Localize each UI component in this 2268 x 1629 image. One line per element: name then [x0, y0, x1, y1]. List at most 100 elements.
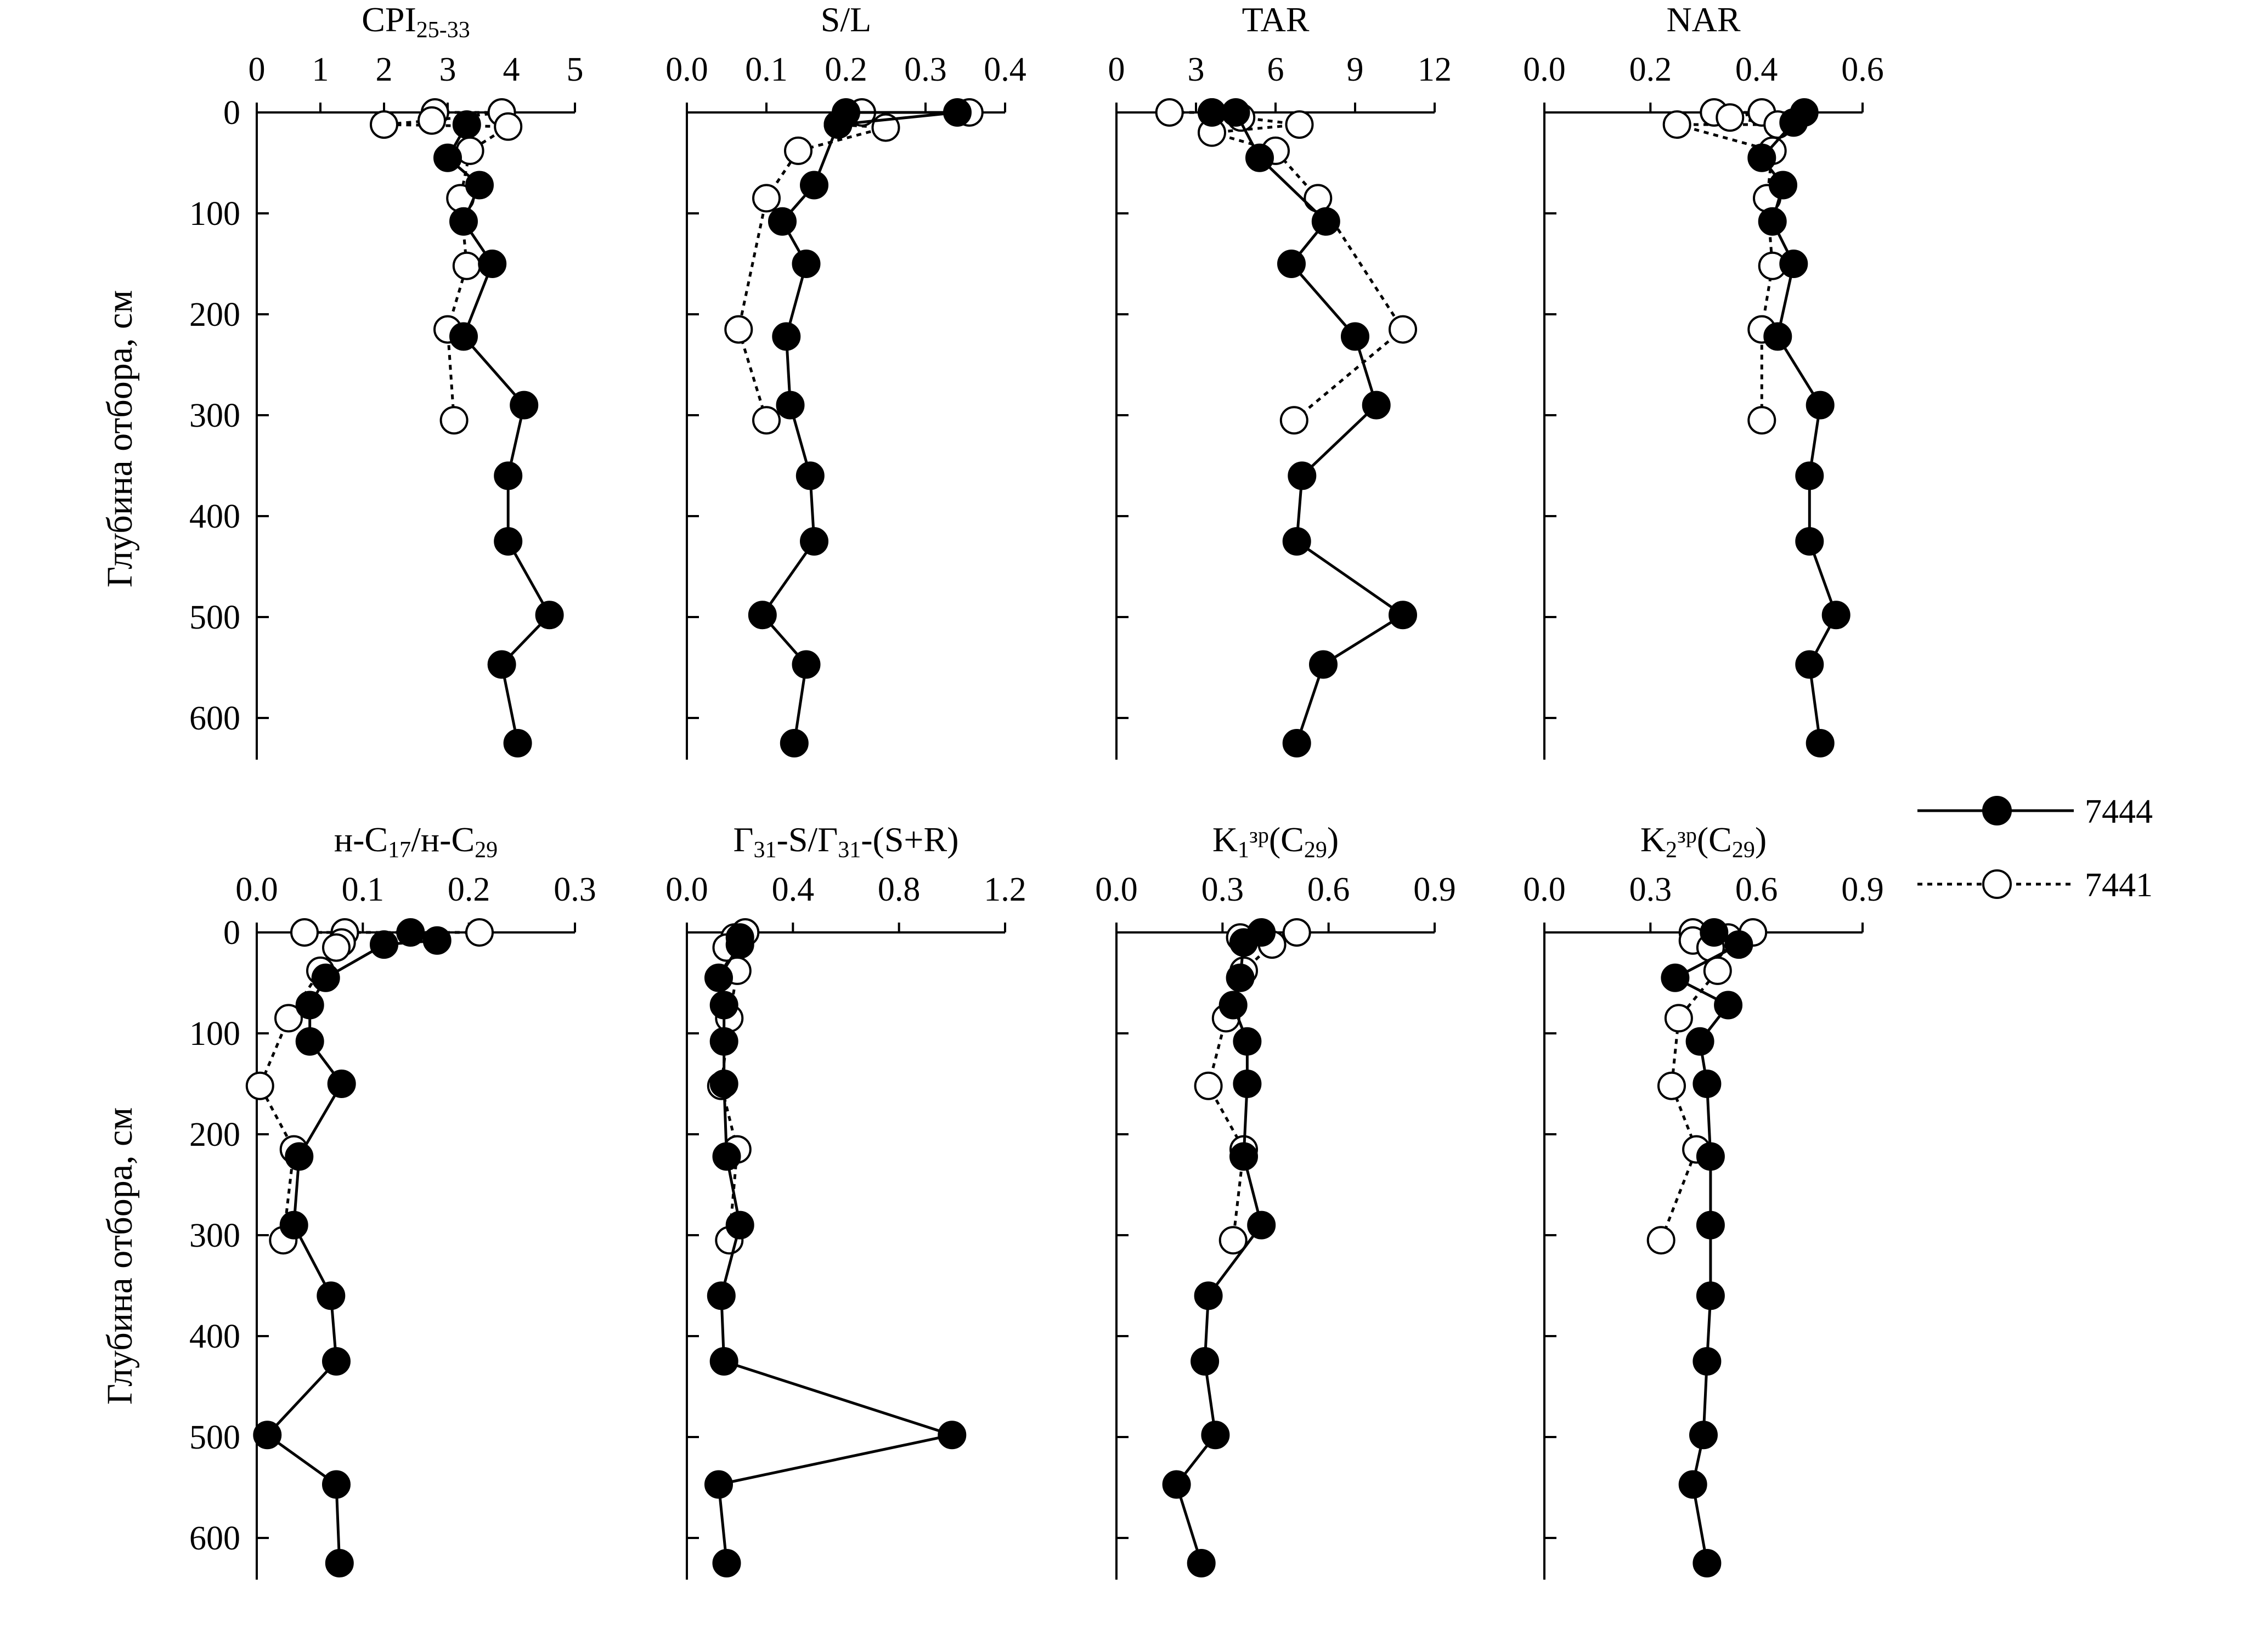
data-point-7444	[1689, 1421, 1718, 1450]
data-point-7444	[1277, 250, 1306, 278]
data-point-7444	[1696, 1281, 1725, 1310]
y-tick-label: 300	[189, 1217, 240, 1254]
panel-4: 0.0 0.2 0.4 0.6 NAR	[1523, 0, 1884, 760]
x-tick-label: 0.4	[1735, 51, 1778, 88]
data-point-7444	[422, 926, 452, 955]
x-tick-label: 1.2	[984, 871, 1026, 908]
data-point-7444	[1247, 1211, 1276, 1240]
data-point-7444	[1282, 527, 1311, 556]
x-tick-label: 5	[567, 51, 584, 88]
data-point-7444	[452, 110, 481, 139]
data-point-7444	[1821, 601, 1850, 630]
panel-title: NAR	[1666, 0, 1740, 39]
data-point-7441	[439, 406, 469, 435]
data-point-7444	[1311, 207, 1340, 236]
y-tick-label: 200	[189, 296, 240, 333]
x-tick-label: 0.0	[1523, 51, 1566, 88]
panel-title: K2зр(C29)	[1640, 820, 1767, 863]
data-point-7444	[1795, 650, 1824, 679]
panel-title: S/L	[821, 0, 871, 39]
x-tick-label: 0.6	[1841, 51, 1884, 88]
data-point-7441	[245, 1071, 274, 1100]
data-point-7444	[322, 1347, 351, 1376]
x-tick-label: 2	[376, 51, 393, 88]
data-point-7444	[1341, 322, 1369, 351]
y-tick-label: 400	[189, 1318, 240, 1355]
x-tick-label: 0.3	[1629, 871, 1672, 908]
y-tick-label: 300	[189, 397, 240, 434]
data-point-7444	[709, 991, 738, 1020]
data-point-7444	[1221, 98, 1250, 127]
data-point-7444	[823, 110, 853, 139]
x-tick-label: 4	[503, 51, 520, 88]
data-point-7444	[1696, 1142, 1725, 1171]
data-point-7444	[1795, 527, 1824, 556]
data-point-7441	[370, 110, 398, 139]
series-line-7444	[761, 111, 959, 744]
data-point-7444	[712, 1142, 741, 1171]
x-tick-label: 0.0	[665, 871, 708, 908]
data-point-7441	[1703, 956, 1732, 985]
x-tick-label: 0.4	[772, 871, 815, 908]
y-tick-label: 100	[189, 1015, 240, 1053]
data-point-7444	[707, 1281, 736, 1310]
panel-title: Г31-S/Г31-(S+R)	[734, 820, 959, 863]
data-point-7444	[1201, 1421, 1230, 1450]
data-point-7444	[780, 729, 809, 757]
data-point-7444	[1187, 1549, 1216, 1577]
data-point-7444	[938, 1421, 967, 1450]
data-point-7444	[792, 650, 821, 679]
x-tick-label: 0.0	[1523, 871, 1566, 908]
x-tick-label: 12	[1418, 51, 1452, 88]
data-point-7444	[1747, 143, 1776, 172]
data-point-7441	[784, 136, 813, 165]
data-point-7441	[274, 1004, 303, 1033]
data-point-7444	[1692, 1347, 1722, 1376]
panel-5: 0.0 0.1 0.2 0.3 0 100 200 300 400 500 600 н-C17/н-C…	[189, 820, 596, 1580]
data-point-7441	[322, 933, 351, 962]
y-tick-label: 0	[223, 914, 240, 952]
data-point-7444	[396, 918, 425, 947]
data-point-7441	[1194, 1071, 1223, 1100]
x-tick-label: 0.1	[745, 51, 788, 88]
data-point-7444	[1779, 108, 1808, 137]
data-point-7444	[322, 1470, 351, 1499]
x-tick-label: 0.8	[878, 871, 921, 908]
x-tick-label: 1	[312, 51, 329, 88]
data-point-7444	[503, 729, 532, 757]
y-tick-label: 200	[189, 1116, 240, 1153]
x-tick-label: 3	[1188, 51, 1205, 88]
x-tick-label: 0.0	[1095, 871, 1138, 908]
x-tick-label: 0.9	[1413, 871, 1456, 908]
legend-label-7441: 7441	[2085, 867, 2153, 904]
data-point-7444	[725, 930, 754, 959]
data-point-7444	[1218, 991, 1248, 1020]
data-point-7444	[1758, 207, 1787, 236]
data-point-7441	[1747, 406, 1776, 435]
data-point-7441	[1282, 918, 1311, 947]
x-tick-label: 0.2	[1629, 51, 1672, 88]
data-point-7444	[1806, 391, 1835, 420]
x-tick-label: 0.0	[235, 871, 278, 908]
legend-label-7444: 7444	[2085, 793, 2153, 830]
x-tick-label: 0.4	[984, 51, 1026, 88]
data-point-7441	[752, 184, 781, 213]
data-point-7444	[712, 1549, 741, 1577]
panel-title: K1зр(C29)	[1212, 820, 1339, 863]
data-point-7444	[709, 1347, 738, 1376]
y-tick-label: 500	[189, 1419, 240, 1456]
data-point-7444	[1685, 1027, 1714, 1056]
data-point-7444	[1245, 143, 1274, 172]
legend-marker-7441	[1982, 869, 2012, 899]
data-point-7444	[327, 1070, 356, 1098]
data-point-7444	[449, 322, 478, 351]
data-point-7444	[1724, 930, 1753, 959]
data-point-7441	[1155, 98, 1184, 127]
legend-marker-7444	[1982, 796, 2012, 825]
data-point-7444	[253, 1421, 282, 1450]
x-tick-label: 0.1	[342, 871, 385, 908]
series-line-7441	[737, 111, 969, 421]
x-tick-label: 6	[1267, 51, 1284, 88]
panel-3: 0 3 6 9 12 TAR	[1108, 0, 1452, 760]
